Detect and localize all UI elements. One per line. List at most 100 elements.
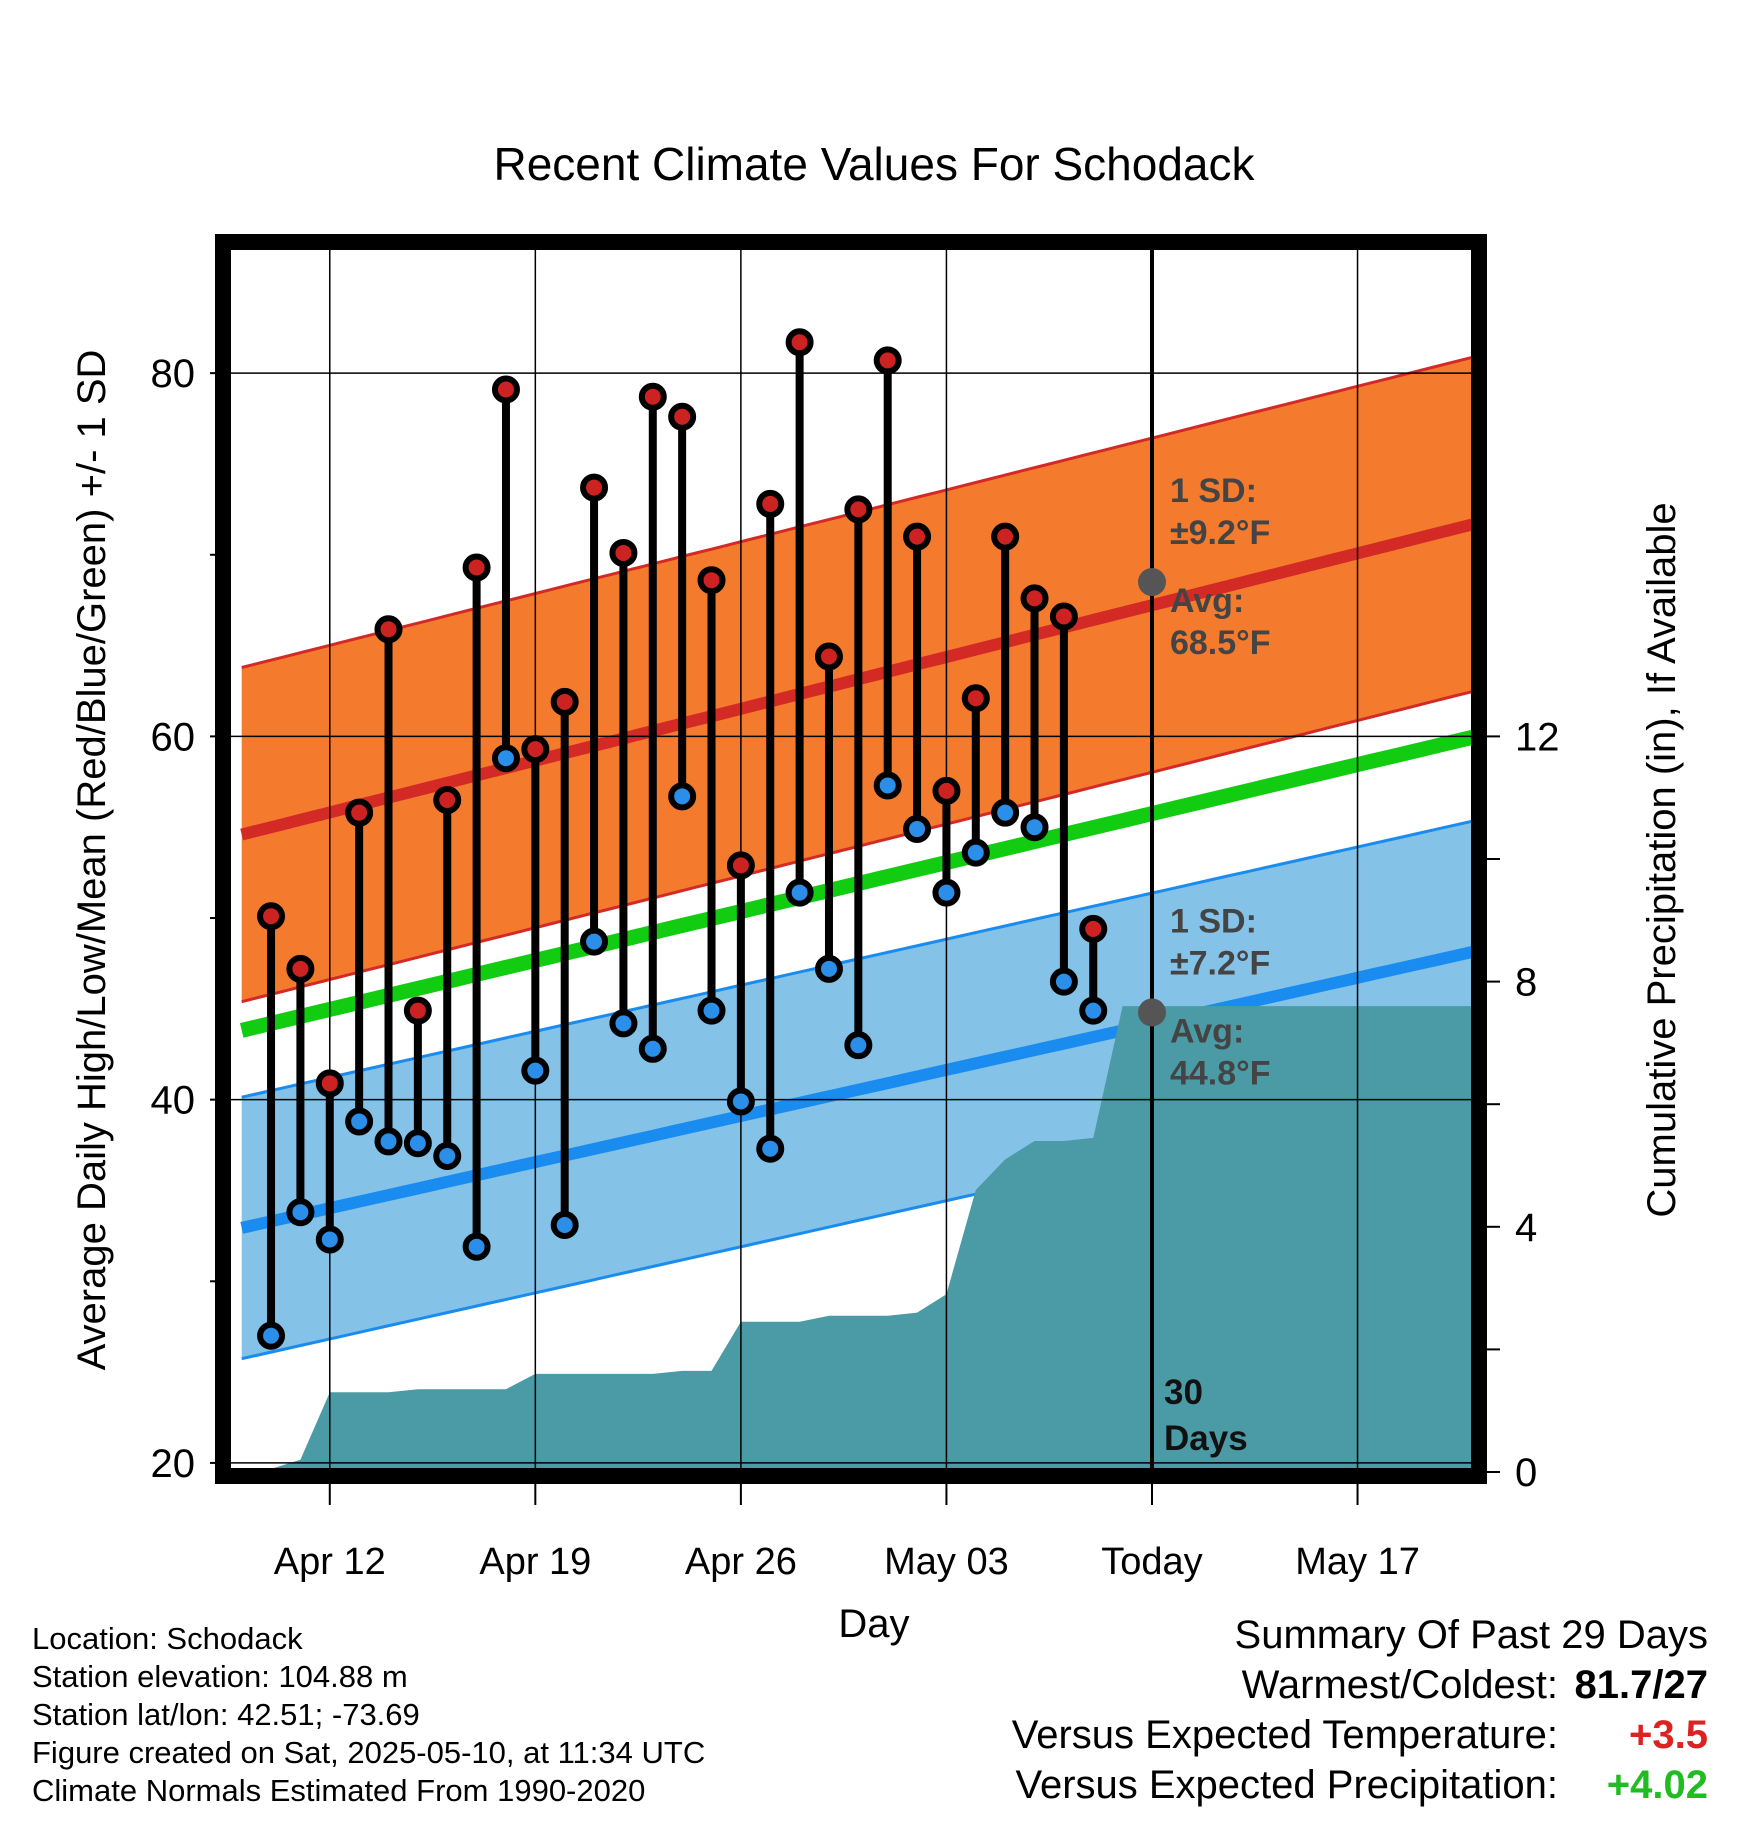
x-tick-label: Apr 26 — [685, 1541, 797, 1583]
x-tick-label: May 03 — [884, 1541, 1009, 1583]
high-temp-point — [844, 495, 873, 524]
summary-precip-row: Versus Expected Precipitation: +4.02 — [1012, 1760, 1708, 1810]
temp-anomaly-label: Versus Expected Temperature: — [1011, 1713, 1558, 1757]
station-elevation: Station elevation: 104.88 m — [32, 1659, 408, 1694]
low-temp-point — [491, 744, 520, 773]
temp-anomaly-value: +3.5 — [1629, 1713, 1708, 1757]
today-normal-high-marker — [1137, 568, 1166, 597]
y-tick-label: 20 — [151, 1442, 196, 1486]
y-axis-label: Average Daily High/Low/Mean (Red/Blue/Gr… — [70, 350, 114, 1371]
low-temp-point — [726, 1087, 755, 1116]
low-temp-point — [1020, 813, 1049, 842]
low-temp-point — [961, 838, 990, 867]
annotations: 1 SD: ±9.2°F Avg: 68.5°F 1 SD: ±7.2°F Avg: 44.8… — [1137, 472, 1271, 1458]
high-sd-value: ±9.2°F — [1170, 514, 1270, 552]
low-temp-point — [315, 1225, 344, 1254]
high-temp-point — [638, 382, 667, 411]
precipitation-area — [241, 1006, 1476, 1472]
low-temp-point — [668, 782, 697, 811]
high-temp-point — [462, 553, 491, 582]
x-axis-label: Day — [838, 1602, 909, 1646]
x-tick-label: Apr 12 — [274, 1541, 386, 1583]
high-temp-point — [991, 522, 1020, 551]
warmest-value: 81.7/27 — [1574, 1663, 1708, 1707]
low-temp-point — [286, 1198, 315, 1227]
low-temp-point — [697, 996, 726, 1025]
window-count-label: 30 — [1164, 1373, 1203, 1412]
low-temp-point — [521, 1056, 550, 1085]
y-tick-label: 80 — [151, 352, 196, 396]
low-temp-point — [462, 1232, 491, 1261]
precip-anomaly-label: Versus Expected Precipitation: — [1015, 1763, 1558, 1807]
high-temp-point — [1049, 602, 1078, 631]
plot-frame — [215, 234, 1487, 1484]
high-temp-point — [315, 1069, 344, 1098]
x-tick-label: Today — [1101, 1541, 1202, 1583]
high-temp-point — [961, 684, 990, 713]
high-temp-point — [521, 735, 550, 764]
high-temp-point — [932, 776, 961, 805]
low-temp-point — [345, 1107, 374, 1136]
high-temp-point — [491, 375, 520, 404]
high-temp-point — [873, 346, 902, 375]
low-temp-point — [550, 1210, 579, 1239]
low-temp-point — [609, 1009, 638, 1038]
low-temp-point — [638, 1034, 667, 1063]
high-temp-point — [1020, 584, 1049, 613]
high-temp-point — [609, 538, 638, 567]
low-temp-point — [433, 1141, 462, 1170]
high-temp-point — [403, 996, 432, 1025]
high-avg-value: 68.5°F — [1170, 624, 1271, 662]
warmest-label: Warmest/Coldest: — [1241, 1663, 1558, 1707]
axes: 20 40 60 80 0 4 8 12 Apr 12 Apr 19 Apr 26 May 03 Tod… — [151, 234, 1560, 1583]
low-sd-label: 1 SD: — [1170, 902, 1257, 940]
normal-low-line — [240, 945, 1477, 1234]
low-temp-point — [374, 1127, 403, 1156]
precip-anomaly-value: +4.02 — [1606, 1763, 1708, 1807]
station-location: Location: Schodack — [32, 1621, 303, 1656]
low-temp-point — [873, 771, 902, 800]
y2-tick-label: 0 — [1515, 1451, 1537, 1495]
low-temp-point — [580, 927, 609, 956]
low-temp-point — [403, 1129, 432, 1158]
y2-tick-label: 8 — [1515, 961, 1537, 1005]
precip-area — [241, 1006, 1476, 1472]
station-info: Location: Schodack Station elevation: 10… — [32, 1620, 705, 1810]
high-temp-point — [433, 785, 462, 814]
low-temp-point — [257, 1321, 286, 1350]
high-temp-point — [374, 615, 403, 644]
high-sd-label: 1 SD: — [1170, 472, 1257, 510]
low-temp-point — [903, 815, 932, 844]
high-temp-point — [257, 902, 286, 931]
summary-panel: Summary Of Past 29 Days Warmest/Coldest:… — [1012, 1610, 1708, 1810]
y2-axis-label: Cumulative Precipitation (in), If Availa… — [1640, 502, 1684, 1217]
low-temp-point — [814, 954, 843, 983]
x-tick-label: Apr 19 — [479, 1541, 591, 1583]
low-temp-point — [1079, 996, 1108, 1025]
high-temp-point — [345, 798, 374, 827]
low-avg-value: 44.8°F — [1170, 1054, 1271, 1092]
window-unit-label: Days — [1164, 1419, 1248, 1458]
summary-temp-row: Versus Expected Temperature: +3.5 — [1012, 1710, 1708, 1760]
chart-title: Recent Climate Values For Schodack — [493, 138, 1255, 190]
high-temp-point — [580, 473, 609, 502]
low-temp-point — [844, 1031, 873, 1060]
low-sd-value: ±7.2°F — [1170, 944, 1270, 982]
figure-created: Figure created on Sat, 2025-05-10, at 11… — [32, 1735, 706, 1770]
high-avg-label: Avg: — [1170, 582, 1244, 620]
high-temp-point — [726, 851, 755, 880]
high-temp-point — [1079, 914, 1108, 943]
low-avg-label: Avg: — [1170, 1012, 1244, 1050]
high-temp-point — [814, 642, 843, 671]
today-normal-low-marker — [1137, 998, 1166, 1027]
low-temp-point — [1049, 967, 1078, 996]
high-temp-point — [668, 402, 697, 431]
high-temp-point — [903, 522, 932, 551]
low-temp-point — [932, 878, 961, 907]
high-temp-point — [697, 566, 726, 595]
y-tick-label: 40 — [151, 1079, 196, 1123]
y2-tick-label: 12 — [1515, 715, 1560, 759]
high-temp-point — [286, 954, 315, 983]
y2-tick-label: 4 — [1515, 1206, 1537, 1250]
